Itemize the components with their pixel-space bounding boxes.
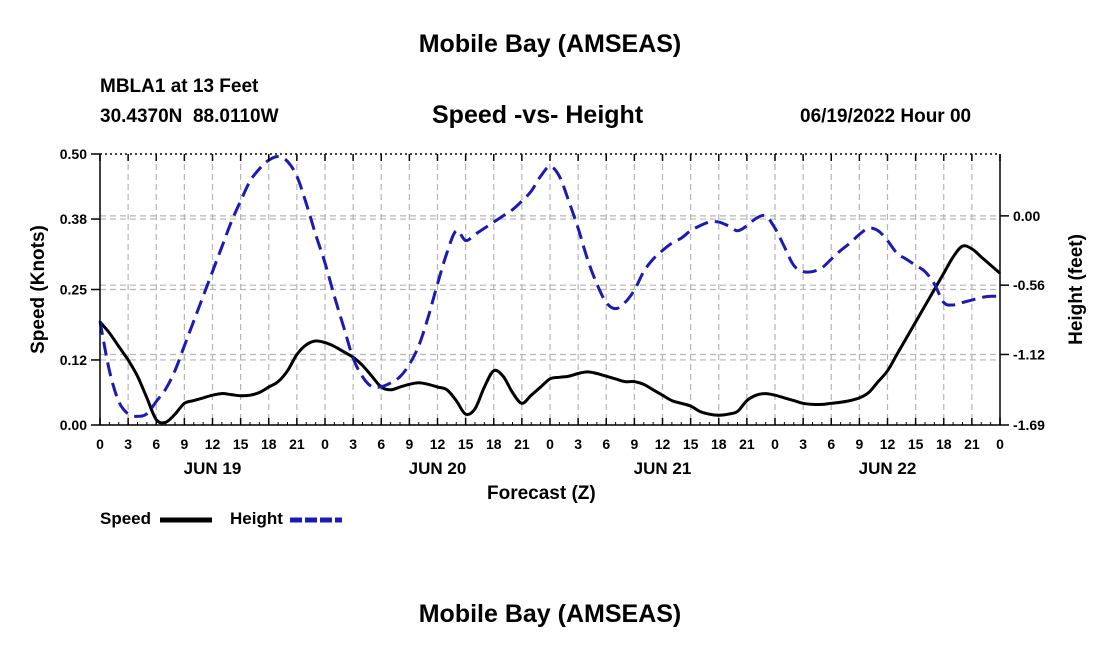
day-label: JUN 22: [859, 459, 917, 478]
x-tick-label: 21: [289, 436, 305, 452]
x-tick-label: 12: [880, 436, 896, 452]
x-tick-label: 3: [124, 436, 132, 452]
x-tick-label: 15: [458, 436, 474, 452]
x-tick-label: 3: [349, 436, 357, 452]
x-tick-label: 6: [827, 436, 835, 452]
x-tick-label: 0: [96, 436, 104, 452]
x-tick-label: 0: [771, 436, 779, 452]
x-tick-label: 15: [908, 436, 924, 452]
x-axis-label: Forecast (Z): [487, 483, 596, 504]
forecast-datetime: 06/19/2022 Hour 00: [800, 106, 972, 127]
x-tick-label: 18: [711, 436, 727, 452]
day-label: JUN 19: [184, 459, 242, 478]
tick-labels: 0 3 6 9 12 15 18 21 0 3 6 9 12 15 18 21 0 3 6 9 12 15 18 21 0 3 6 9…: [28, 146, 1087, 478]
y-right-tick-label: -1.69: [1013, 417, 1045, 433]
page-title: Mobile Bay (AMSEAS): [418, 30, 682, 58]
y-right-tick-label: -1.12: [1013, 346, 1045, 362]
station-name: MBLA1 at 13 Feet: [100, 76, 259, 97]
axes: [91, 153, 1009, 426]
x-tick-label: 9: [630, 436, 638, 452]
y-tick-label: 0.00: [60, 417, 87, 433]
series: [98, 154, 1001, 425]
y-tick-label: 0.38: [60, 211, 87, 227]
day-label: JUN 21: [634, 459, 692, 478]
y-tick-label: 0.25: [60, 282, 87, 298]
day-label: JUN 20: [409, 459, 467, 478]
x-tick-label: 9: [855, 436, 863, 452]
x-tick-label: 3: [799, 436, 807, 452]
x-tick-label: 12: [655, 436, 671, 452]
y-axis-label: Speed (Knots): [28, 225, 49, 354]
y-right-tick-label: -0.56: [1013, 277, 1045, 293]
x-tick-label: 15: [233, 436, 249, 452]
x-tick-label: 3: [574, 436, 582, 452]
x-tick-label: 21: [739, 436, 755, 452]
x-tick-label: 12: [205, 436, 221, 452]
x-tick-label: 21: [964, 436, 980, 452]
legend-height-swatch: [290, 517, 342, 523]
speed-height-chart: 0 3 6 9 12 15 18 21 0 3 6 9 12 15 18 21 0 3 6 9 12 15 18 21 0 3 6 9…: [28, 146, 1087, 478]
x-tick-label: 12: [430, 436, 446, 452]
legend-speed-label: Speed: [100, 509, 152, 528]
x-tick-label: 21: [514, 436, 530, 452]
x-tick-label: 18: [486, 436, 502, 452]
station-coordinates: 30.4370N 88.0110W: [100, 106, 279, 127]
legend-speed-swatch: [160, 517, 212, 523]
x-tick-label: 0: [321, 436, 329, 452]
page-title-repeat: Mobile Bay (AMSEAS): [418, 600, 682, 628]
x-tick-label: 18: [261, 436, 277, 452]
x-tick-label: 18: [936, 436, 952, 452]
series-line-speed: [98, 244, 1001, 425]
grid: [100, 154, 1000, 426]
x-tick-label: 0: [546, 436, 554, 452]
x-tick-label: 0: [996, 436, 1004, 452]
y-right-axis-label: Height (feet): [1066, 234, 1087, 345]
chart-title: Speed -vs- Height: [432, 101, 644, 129]
x-tick-label: 9: [180, 436, 188, 452]
x-tick-label: 9: [405, 436, 413, 452]
x-tick-label: 6: [152, 436, 160, 452]
x-tick-label: 6: [602, 436, 610, 452]
y-tick-label: 0.12: [60, 352, 87, 368]
y-right-tick-label: 0.00: [1013, 208, 1040, 224]
legend-height-label: Height: [230, 509, 283, 528]
y-tick-label: 0.50: [60, 146, 87, 162]
x-tick-label: 15: [683, 436, 699, 452]
x-tick-label: 6: [377, 436, 385, 452]
